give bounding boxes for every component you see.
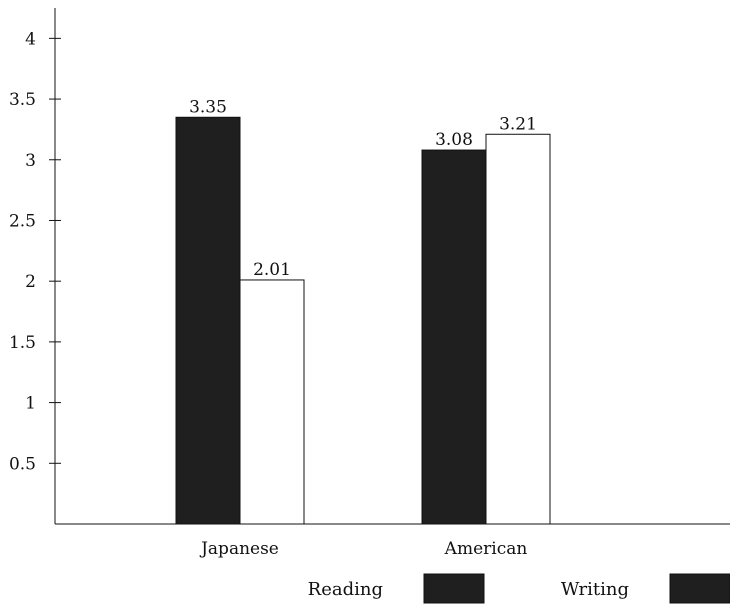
legend-swatch-reading	[423, 573, 485, 604]
bar-writing-american	[485, 133, 551, 525]
y-tick-label: 3	[25, 151, 36, 171]
x-tick-label: American	[444, 539, 528, 559]
legend: Reading Writing	[308, 573, 730, 604]
x-tick-label: Japanese	[199, 539, 279, 559]
bars	[175, 116, 551, 525]
data-label: 3.35	[189, 97, 227, 117]
axes: 0.5 1 1.5 2 2.5 3 3.5 4 Japanese American	[9, 8, 730, 559]
legend-swatch-writing	[669, 573, 730, 604]
y-tick-label: 3.5	[9, 90, 36, 110]
y-tick-label: 1	[25, 394, 36, 414]
y-tick-label: 4	[25, 29, 36, 49]
bar-reading-american	[421, 149, 487, 525]
bar-writing-japanese	[239, 279, 305, 525]
legend-label-reading: Reading	[308, 579, 383, 600]
data-labels: 3.35 2.01 3.08 3.21	[189, 97, 537, 280]
y-tick-label: 2	[25, 272, 36, 292]
y-tick-label: 2.5	[9, 211, 36, 231]
bar-reading-japanese	[175, 116, 241, 525]
data-label: 3.21	[499, 114, 537, 134]
y-tick-label: 1.5	[9, 333, 36, 353]
data-label: 3.08	[435, 130, 473, 150]
y-tick-label: 0.5	[9, 454, 36, 474]
data-label: 2.01	[253, 260, 291, 280]
legend-label-writing: Writing	[561, 579, 629, 600]
